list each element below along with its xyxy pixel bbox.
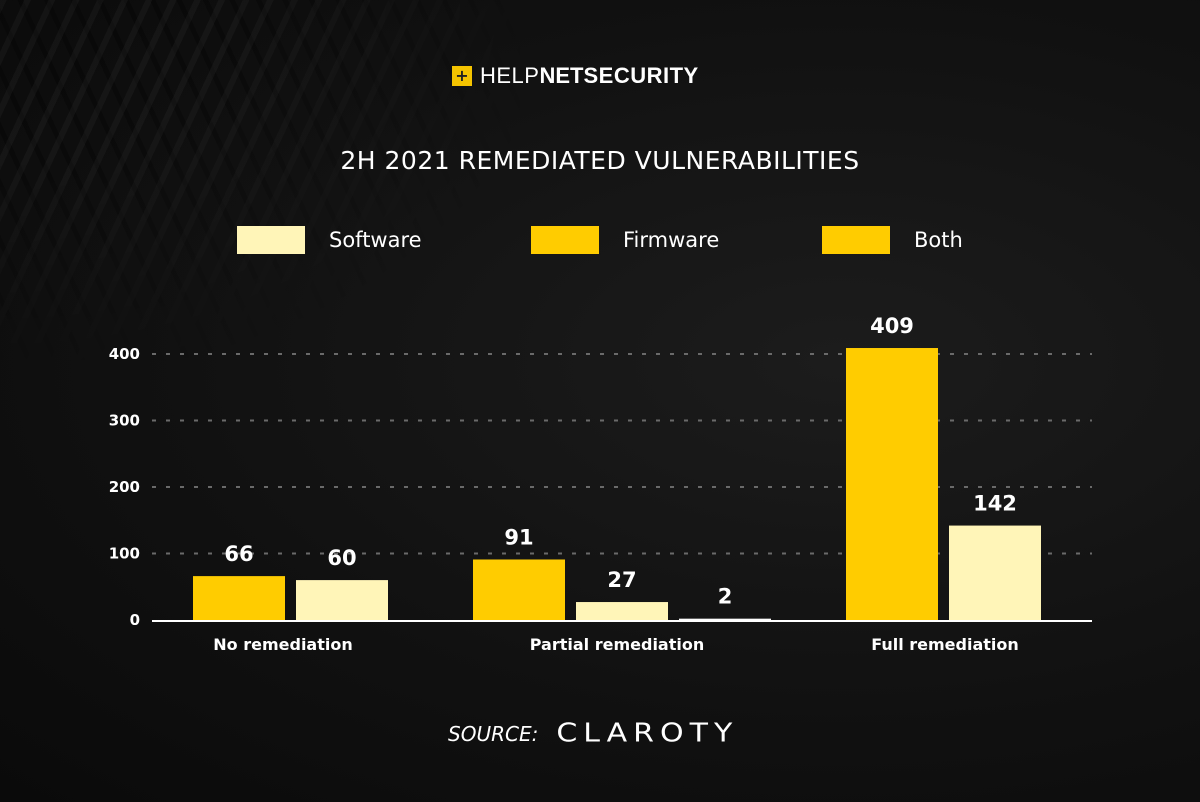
data-label: 91: [504, 525, 533, 549]
legend-item-software: Software: [237, 226, 422, 254]
data-label: 60: [327, 546, 356, 570]
category-label: Partial remediation: [530, 635, 704, 654]
data-label: 142: [973, 492, 1017, 516]
bar-firmware: [193, 576, 285, 620]
bar-firmware: [846, 348, 938, 620]
category-label: No remediation: [213, 635, 352, 654]
data-label: 409: [870, 314, 914, 338]
legend-label-software: Software: [329, 228, 422, 252]
bar-firmware: [473, 559, 565, 620]
y-tick-label: 100: [109, 545, 140, 563]
chart-legend: Software Firmware Both: [0, 226, 1200, 256]
legend-swatch-both: [822, 226, 890, 254]
y-tick-label: 0: [130, 611, 140, 629]
legend-item-both: Both: [822, 226, 963, 254]
bar-software: [576, 602, 668, 620]
data-label: 27: [607, 568, 636, 592]
bar-both: [679, 618, 771, 620]
helpnetsecurity-logo: + HELP NET SECURITY: [452, 63, 699, 88]
claroty-logo: CLAROTY: [556, 718, 739, 749]
category-label: Full remediation: [871, 635, 1019, 654]
bar-chart: 0 100 200 300 400 66 60 No remediation 91 27 2 Part…: [109, 314, 1092, 654]
logo-security-text: SECURITY: [583, 63, 699, 88]
legend-item-firmware: Firmware: [531, 226, 719, 254]
legend-swatch-software: [237, 226, 305, 254]
legend-label-firmware: Firmware: [623, 228, 720, 252]
logo-net-text: NET: [539, 63, 584, 88]
logo-plus-icon: +: [452, 66, 472, 86]
source-credit: SOURCE: CLAROTY: [448, 716, 738, 751]
data-label: 66: [224, 542, 253, 566]
legend-label-both: Both: [914, 228, 963, 252]
bar-software: [949, 525, 1041, 620]
data-label: 2: [718, 585, 733, 609]
y-tick-label: 300: [109, 412, 140, 430]
logo-help-text: HELP: [480, 63, 540, 88]
y-tick-label: 400: [109, 345, 140, 363]
source-label: SOURCE:: [448, 721, 539, 746]
y-tick-label: 200: [109, 478, 140, 496]
chart-title: 2H 2021 REMEDIATED VULNERABILITIES: [340, 146, 860, 175]
bar-software: [296, 580, 388, 620]
legend-swatch-firmware: [531, 226, 599, 254]
